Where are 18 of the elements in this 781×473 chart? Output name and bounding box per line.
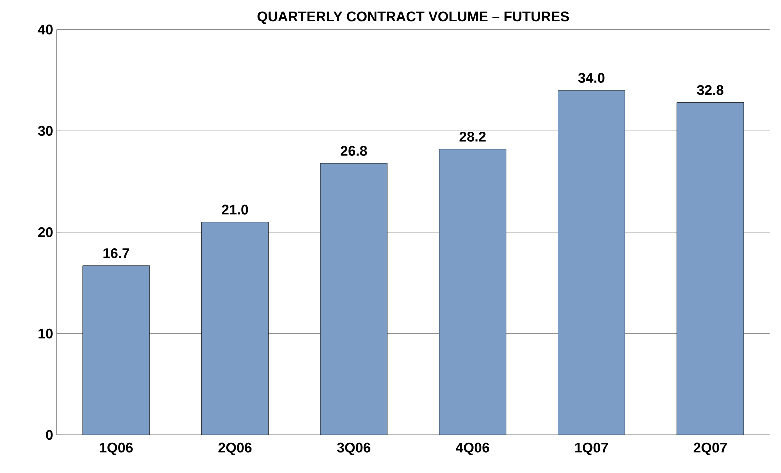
- data-label: 32.8: [697, 85, 724, 96]
- x-tick-label: 4Q06: [456, 442, 490, 456]
- chart-title: QUARTERLY CONTRACT VOLUME – FUTURES: [258, 12, 570, 24]
- x-tick-label: 2Q07: [694, 442, 727, 456]
- x-tick-label: 1Q06: [100, 442, 133, 456]
- y-tick-label: 0: [46, 430, 53, 440]
- x-tick-label: 3Q06: [337, 442, 371, 456]
- y-tick-label: 20: [38, 227, 53, 238]
- data-label: 21.0: [222, 204, 248, 215]
- y-tick-label: 30: [38, 126, 53, 136]
- y-tick-label: 10: [38, 328, 53, 339]
- data-label: 34.0: [578, 73, 605, 83]
- data-label: 26.8: [340, 146, 368, 156]
- y-tick-label: 40: [38, 24, 53, 35]
- data-label: 28.2: [460, 132, 486, 142]
- x-tick-label: 2Q06: [218, 442, 252, 456]
- data-label: 16.7: [104, 248, 130, 258]
- x-tick-label: 1Q07: [576, 442, 608, 456]
